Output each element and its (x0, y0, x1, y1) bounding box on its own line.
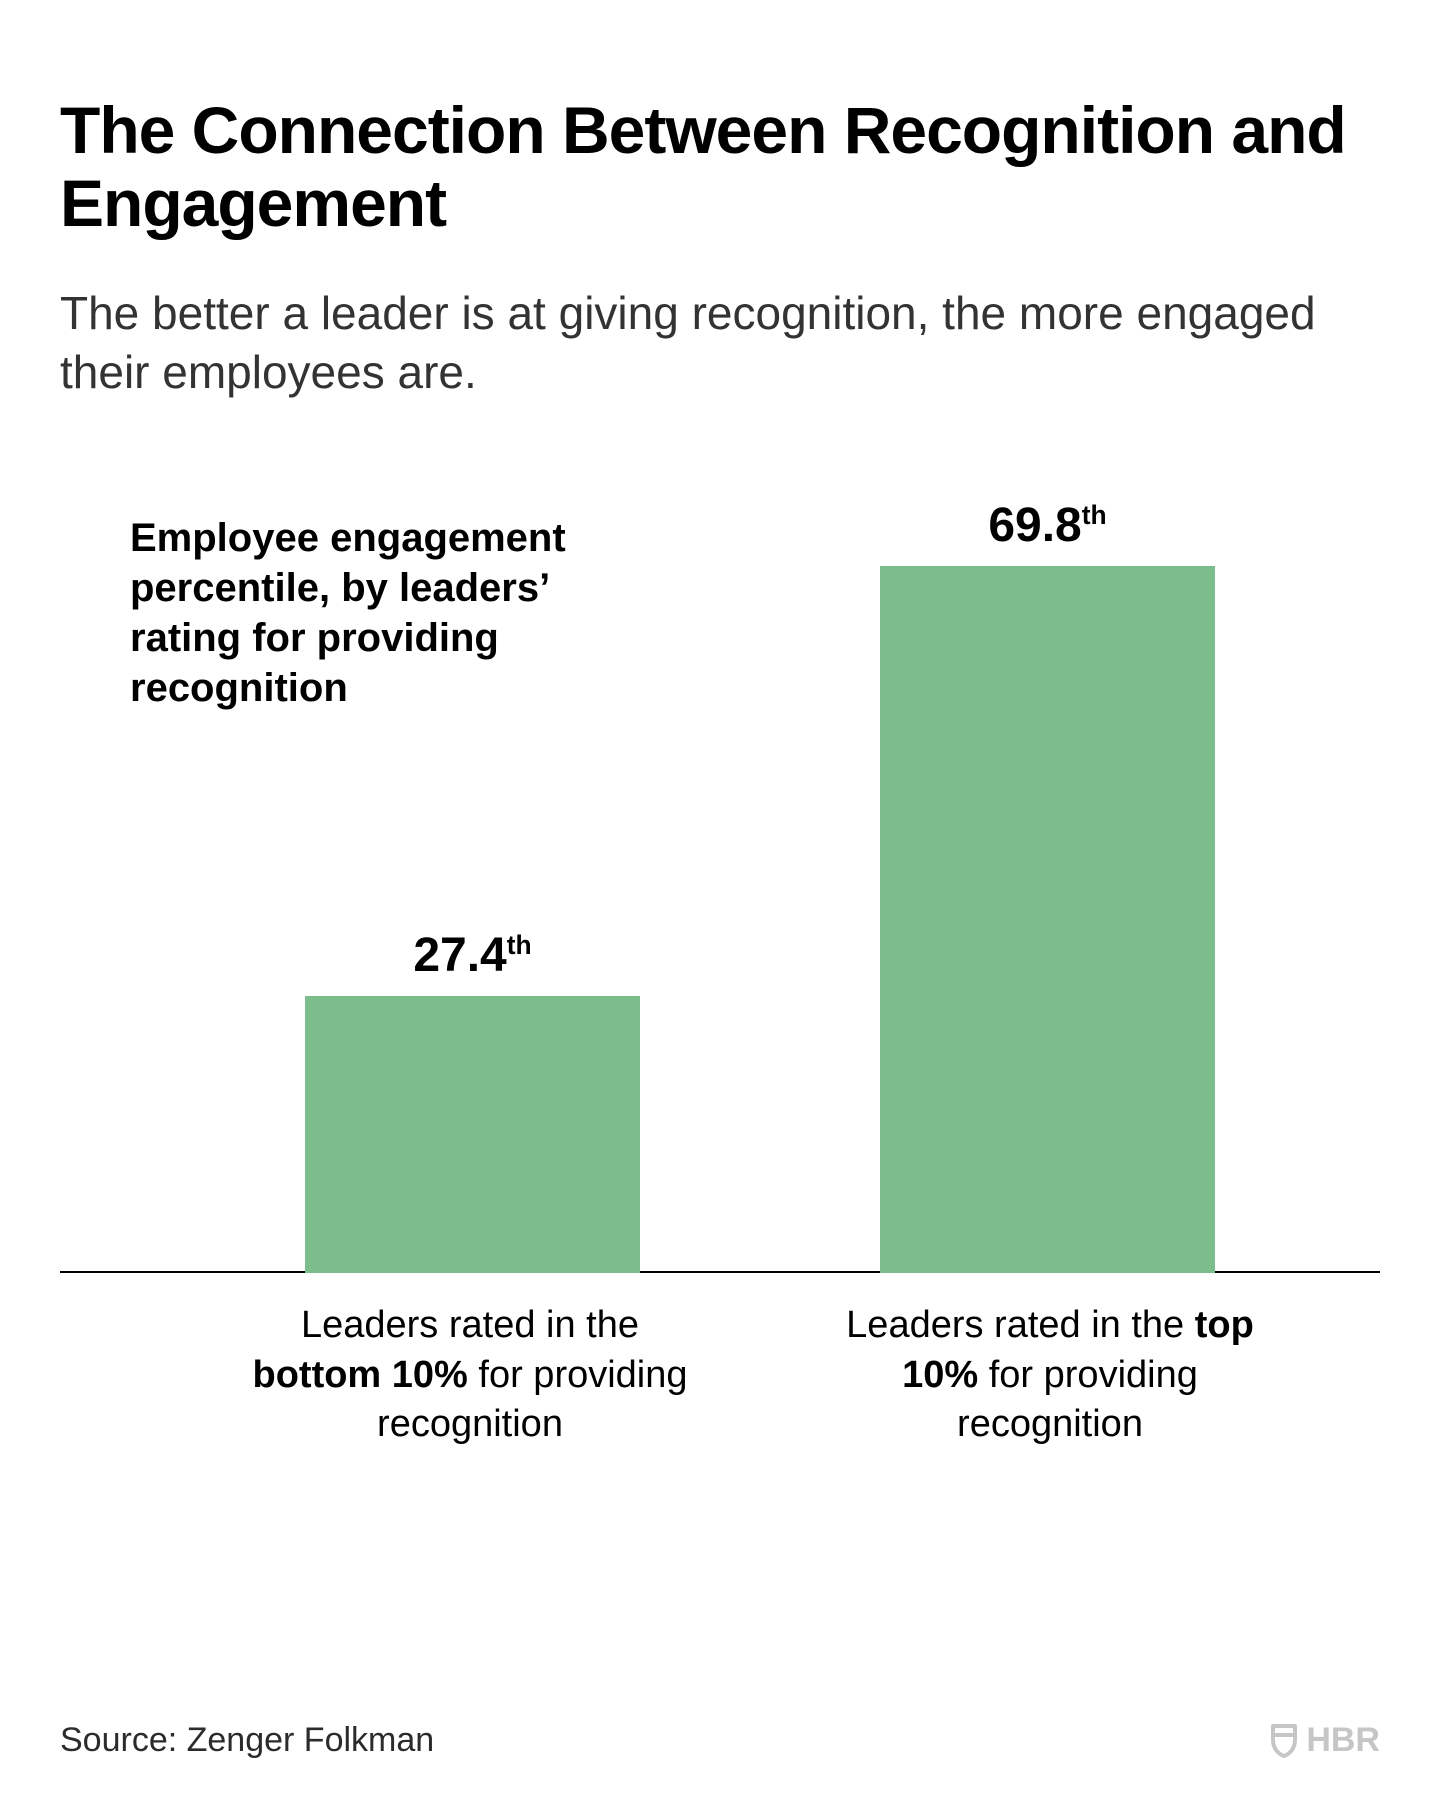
source-attribution: Source: Zenger Folkman (60, 1721, 434, 1760)
chart-axis-labels: Leaders rated in the bottom 10% for prov… (90, 1301, 1350, 1561)
bar-0: 27.4th (305, 996, 640, 1274)
axis-label-0: Leaders rated in the bottom 10% for prov… (250, 1301, 690, 1449)
bar-value-1: 69.8th (880, 498, 1215, 553)
footer: Source: Zenger Folkman HBR (60, 1721, 1380, 1760)
chart-plot-area: 27.4th 69.8th (90, 513, 1350, 1273)
chart: Employee engagement percentile, by leade… (60, 513, 1380, 1561)
publisher-logo: HBR (1270, 1721, 1380, 1760)
shield-icon (1270, 1724, 1298, 1758)
chart-title: The Connection Between Recognition and E… (60, 94, 1380, 239)
page: The Connection Between Recognition and E… (0, 0, 1440, 1800)
bar-1: 69.8th (880, 566, 1215, 1273)
chart-subtitle: The better a leader is at giving recogni… (60, 284, 1380, 404)
publisher-logo-text: HBR (1306, 1721, 1380, 1760)
bar-value-0: 27.4th (305, 928, 640, 983)
axis-label-1: Leaders rated in the top 10% for providi… (840, 1301, 1260, 1449)
